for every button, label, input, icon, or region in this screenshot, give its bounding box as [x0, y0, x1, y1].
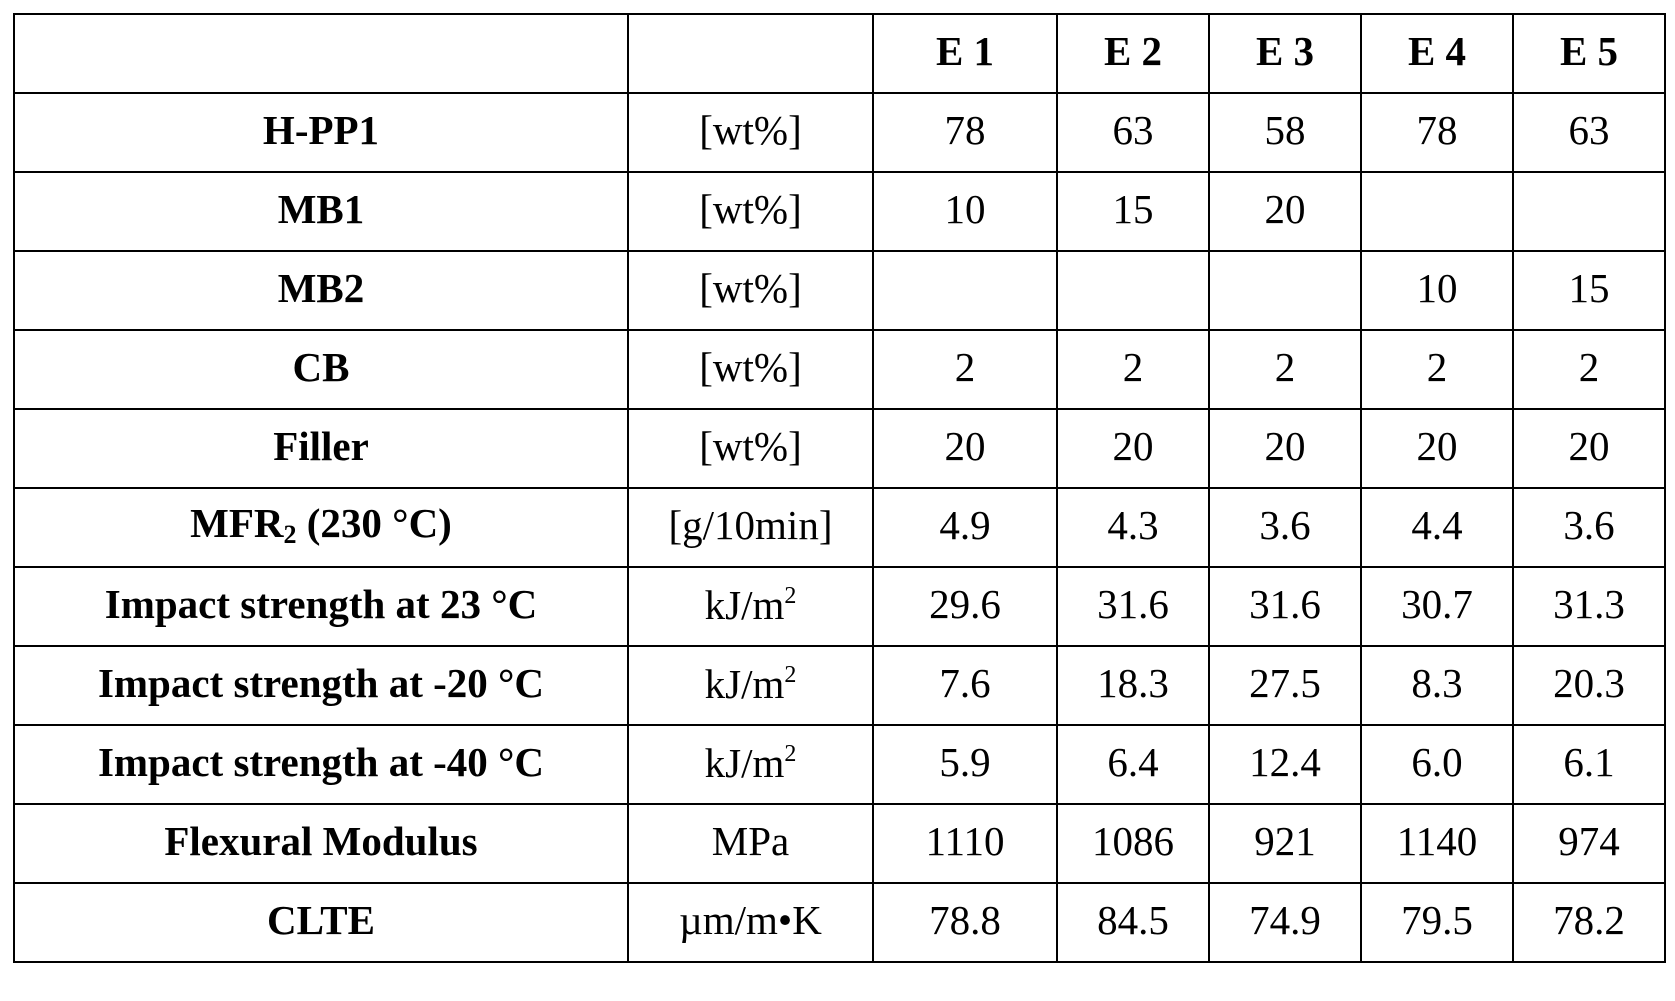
- header-e2: E 2: [1056, 13, 1210, 94]
- row-unit: kJ/m2: [627, 645, 874, 726]
- row-unit: MPa: [627, 803, 874, 884]
- table-row: CB [wt%] 2 2 2 2 2: [13, 329, 1666, 410]
- header-e3: E 3: [1208, 13, 1362, 94]
- value-cell: 20: [1512, 408, 1666, 489]
- value-cell: 78: [872, 92, 1058, 173]
- value-cell: 20: [1360, 408, 1514, 489]
- header-e1: E 1: [872, 13, 1058, 94]
- header-e5: E 5: [1512, 13, 1666, 94]
- value-cell: 78.2: [1512, 882, 1666, 963]
- header-unit-cell: [627, 13, 874, 94]
- value-cell: [1360, 171, 1514, 252]
- value-cell: 78.8: [872, 882, 1058, 963]
- header-row: E 1 E 2 E 3 E 4 E 5: [13, 13, 1666, 94]
- row-unit: [g/10min]: [627, 487, 874, 568]
- value-cell: 20: [1208, 408, 1362, 489]
- value-cell: 5.9: [872, 724, 1058, 805]
- value-cell: 10: [1360, 250, 1514, 331]
- value-cell: 20.3: [1512, 645, 1666, 726]
- value-cell: 12.4: [1208, 724, 1362, 805]
- value-cell: 2: [1056, 329, 1210, 410]
- value-cell: 10: [872, 171, 1058, 252]
- row-label: MFR2 (230 °C): [13, 487, 629, 568]
- value-cell: 58: [1208, 92, 1362, 173]
- value-cell: 6.0: [1360, 724, 1514, 805]
- value-cell: 31.3: [1512, 566, 1666, 647]
- row-label: CB: [13, 329, 629, 410]
- row-unit: µm/m•K: [627, 882, 874, 963]
- value-cell: 4.3: [1056, 487, 1210, 568]
- value-cell: 4.4: [1360, 487, 1514, 568]
- value-cell: 1110: [872, 803, 1058, 884]
- value-cell: 15: [1056, 171, 1210, 252]
- value-cell: 78: [1360, 92, 1514, 173]
- value-cell: 18.3: [1056, 645, 1210, 726]
- table-row: MB1 [wt%] 10 15 20: [13, 171, 1666, 252]
- table-row: H-PP1 [wt%] 78 63 58 78 63: [13, 92, 1666, 173]
- row-label: Impact strength at -40 °C: [13, 724, 629, 805]
- row-label: CLTE: [13, 882, 629, 963]
- value-cell: 15: [1512, 250, 1666, 331]
- row-unit: [wt%]: [627, 329, 874, 410]
- row-label: MB2: [13, 250, 629, 331]
- row-label: MB1: [13, 171, 629, 252]
- value-cell: 2: [1512, 329, 1666, 410]
- value-cell: [872, 250, 1058, 331]
- row-unit: [wt%]: [627, 171, 874, 252]
- value-cell: [1512, 171, 1666, 252]
- table-row: CLTE µm/m•K 78.8 84.5 74.9 79.5 78.2: [13, 882, 1666, 963]
- value-cell: 31.6: [1056, 566, 1210, 647]
- value-cell: 27.5: [1208, 645, 1362, 726]
- value-cell: [1208, 250, 1362, 331]
- table-row: Impact strength at -40 °C kJ/m2 5.9 6.4 …: [13, 724, 1666, 805]
- table-row: Flexural Modulus MPa 1110 1086 921 1140 …: [13, 803, 1666, 884]
- table-row: MB2 [wt%] 10 15: [13, 250, 1666, 331]
- row-unit: [wt%]: [627, 250, 874, 331]
- row-label: H-PP1: [13, 92, 629, 173]
- value-cell: 20: [872, 408, 1058, 489]
- value-cell: 3.6: [1512, 487, 1666, 568]
- value-cell: 4.9: [872, 487, 1058, 568]
- row-unit: [wt%]: [627, 92, 874, 173]
- value-cell: 1086: [1056, 803, 1210, 884]
- value-cell: 63: [1512, 92, 1666, 173]
- value-cell: 84.5: [1056, 882, 1210, 963]
- header-e4: E 4: [1360, 13, 1514, 94]
- row-label: Flexural Modulus: [13, 803, 629, 884]
- value-cell: 921: [1208, 803, 1362, 884]
- composition-properties-table: E 1 E 2 E 3 E 4 E 5 H-PP1 [wt%] 78 63 58…: [13, 13, 1666, 963]
- value-cell: 2: [1360, 329, 1514, 410]
- value-cell: 3.6: [1208, 487, 1362, 568]
- value-cell: 30.7: [1360, 566, 1514, 647]
- value-cell: 8.3: [1360, 645, 1514, 726]
- value-cell: 1140: [1360, 803, 1514, 884]
- value-cell: 6.1: [1512, 724, 1666, 805]
- row-label: Impact strength at 23 °C: [13, 566, 629, 647]
- table-row: Impact strength at 23 °C kJ/m2 29.6 31.6…: [13, 566, 1666, 647]
- table-row: Impact strength at -20 °C kJ/m2 7.6 18.3…: [13, 645, 1666, 726]
- value-cell: 63: [1056, 92, 1210, 173]
- value-cell: 29.6: [872, 566, 1058, 647]
- value-cell: 31.6: [1208, 566, 1362, 647]
- value-cell: 20: [1056, 408, 1210, 489]
- table-row: Filler [wt%] 20 20 20 20 20: [13, 408, 1666, 489]
- header-label-cell: [13, 13, 629, 94]
- value-cell: 7.6: [872, 645, 1058, 726]
- value-cell: [1056, 250, 1210, 331]
- value-cell: 2: [1208, 329, 1362, 410]
- value-cell: 20: [1208, 171, 1362, 252]
- row-label: Filler: [13, 408, 629, 489]
- row-unit: [wt%]: [627, 408, 874, 489]
- value-cell: 2: [872, 329, 1058, 410]
- value-cell: 79.5: [1360, 882, 1514, 963]
- value-cell: 6.4: [1056, 724, 1210, 805]
- value-cell: 974: [1512, 803, 1666, 884]
- value-cell: 74.9: [1208, 882, 1362, 963]
- row-label: Impact strength at -20 °C: [13, 645, 629, 726]
- row-unit: kJ/m2: [627, 566, 874, 647]
- row-unit: kJ/m2: [627, 724, 874, 805]
- table-row: MFR2 (230 °C) [g/10min] 4.9 4.3 3.6 4.4 …: [13, 487, 1666, 568]
